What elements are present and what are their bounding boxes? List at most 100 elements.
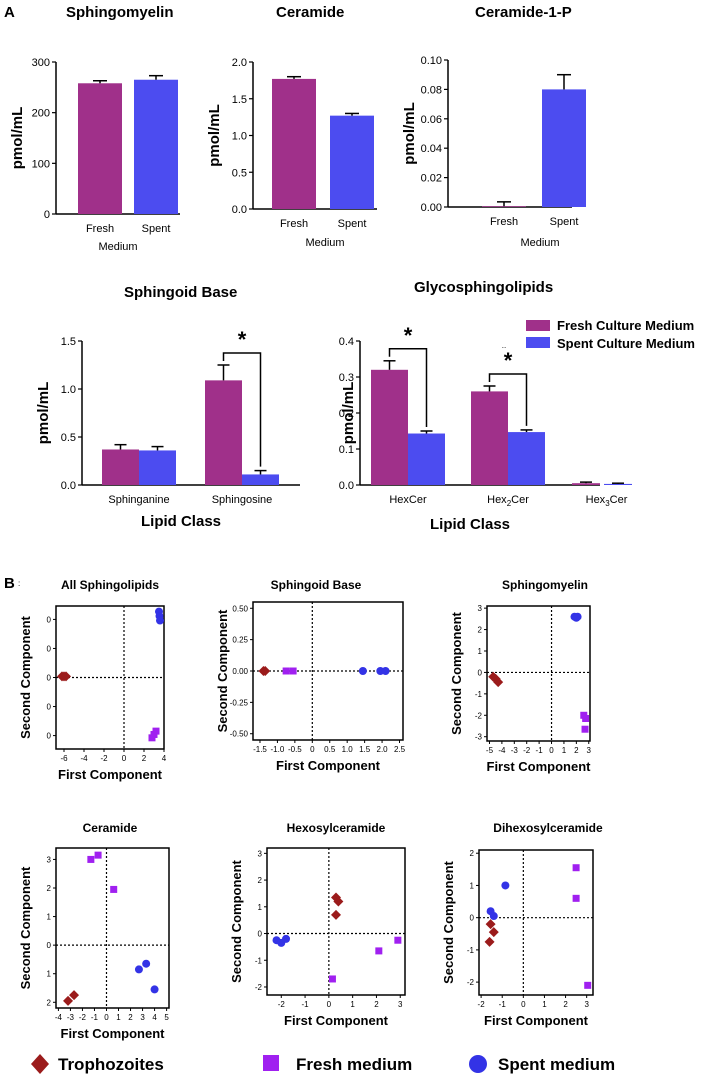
panel-label-b: B <box>4 575 15 592</box>
y-tick-label: 0.06 <box>421 114 442 126</box>
x-tick-label: 3 <box>398 1000 403 1009</box>
x-tick-label: -2 <box>523 746 531 755</box>
y-tick-label: 0.0 <box>61 480 76 492</box>
fresh-medium-point <box>375 947 383 955</box>
trophozoite-point <box>333 896 344 907</box>
pca-plot-1: Sphingoid Base-1.5 -1.0 -0.5 0 0.5 1.0 1.5 2.0 2… <box>215 578 406 773</box>
stray-mark: : <box>18 579 20 588</box>
trophozoite-point <box>331 909 341 920</box>
category-label: Fresh <box>280 218 308 230</box>
plot-frame <box>55 847 170 1009</box>
y-tick-label: 1 <box>478 647 483 656</box>
y-tick-label: 100 <box>32 158 50 170</box>
bar-chart-title: Ceramide <box>276 4 344 21</box>
y-axis-label: pmol/mL <box>9 107 26 170</box>
spent-medium-point <box>381 667 390 675</box>
y-tick-label: 2.0 <box>232 57 247 69</box>
y-tick-label: 0.00 <box>232 667 248 676</box>
x-tick-label: 3 <box>584 1000 589 1009</box>
significance-bracket <box>222 352 262 467</box>
x-tick-label: -1.0 <box>271 745 285 754</box>
significance-bracket <box>388 348 428 427</box>
x-axis-label: Lipid Class <box>430 516 510 533</box>
significance-bracket <box>488 373 528 426</box>
x-tick-label: -2 <box>100 754 108 763</box>
y-tick-label: 0 <box>47 703 52 712</box>
trophozoite-point <box>493 677 504 688</box>
y-tick-label: 0.02 <box>421 173 442 185</box>
bar-chart-0: Sphingomyelin pmol/mL 0 100 200 300 Fresh Spent… <box>9 4 180 253</box>
spent-medium-point <box>573 612 582 621</box>
x-tick-label: 0 <box>104 1013 109 1022</box>
category-label: Fresh <box>86 223 114 235</box>
trophozoite-point <box>485 919 496 930</box>
bar-chart-2: Ceramide-1-P pmol/mL 0.00 0.02 0.04 0.06 0.08 0… <box>401 4 586 249</box>
panel-label-a: A <box>4 4 15 21</box>
y-tick-label: 1 <box>258 903 263 912</box>
x-tick-label: -2 <box>478 1000 486 1009</box>
x-tick-label: 0 <box>521 1000 526 1009</box>
pca-title: Hexosylceramide <box>287 821 386 835</box>
x-axis-label: First Component <box>276 758 381 773</box>
bar-chart-3: Sphingoid Base pmol/mL 0.0 0.5 1.0 1.5 Sphinga… <box>35 284 300 530</box>
x-axis-label: First Component <box>484 1013 589 1028</box>
bar-0 <box>482 206 526 207</box>
legend-label-fresh: Fresh Culture Medium <box>557 318 694 333</box>
x-tick-label: 2.5 <box>394 745 406 754</box>
bar-chart-title: Sphingomyelin <box>66 4 174 21</box>
category-label: Spent <box>550 216 579 228</box>
y-tick-label: 0.00 <box>421 202 442 214</box>
category-label: Fresh <box>490 216 518 228</box>
x-tick-label: -4 <box>498 746 506 755</box>
pca-plot-4: Hexosylceramide -2 -1 0 1 2 3 3 2 1 0 -1 -2 First Com… <box>229 821 406 1028</box>
bar-0 <box>78 83 122 214</box>
y-tick-label: 0 <box>47 941 52 950</box>
x-tick-label: 1.0 <box>342 745 354 754</box>
fresh-medium-point <box>394 936 402 944</box>
trophozoite-point <box>484 936 495 947</box>
x-tick-label: -3 <box>511 746 519 755</box>
y-tick-label: 0 <box>47 674 52 683</box>
legend-marker-fresh-medium <box>263 1055 279 1071</box>
legend-label-trophozoites: Trophozoites <box>58 1055 164 1074</box>
y-axis-label: Second Component <box>18 615 33 738</box>
y-tick-label: 1 <box>47 970 52 979</box>
bar-1 <box>508 432 545 485</box>
bar-1 <box>134 79 178 214</box>
y-tick-label: 0.5 <box>232 167 247 179</box>
bar-1 <box>242 474 279 485</box>
x-tick-label: 3 <box>587 746 592 755</box>
plot-frame <box>486 605 591 742</box>
bar-chart-1: Ceramide pmol/mL 0.0 0.5 1.0 1.5 2.0 Fresh Spent… <box>206 4 377 249</box>
x-axis-label: First Component <box>487 759 592 774</box>
x-axis-label: First Component <box>61 1026 166 1041</box>
y-tick-label: 3 <box>258 849 263 858</box>
y-tick-label: 0.5 <box>61 432 76 444</box>
fresh-medium-point <box>328 975 336 983</box>
bar-1 <box>604 483 632 485</box>
fresh-medium-point <box>572 864 580 872</box>
y-axis-label: Second Component <box>449 611 464 734</box>
x-tick-label: 0 <box>327 1000 332 1009</box>
x-tick-label: 2.0 <box>377 745 389 754</box>
x-tick-label: 4 <box>152 1013 157 1022</box>
y-tick-label: 200 <box>32 108 50 120</box>
bar-0 <box>102 449 139 485</box>
bar-1 <box>330 115 374 209</box>
y-axis-label: pmol/mL <box>35 382 52 445</box>
x-tick-label: -1 <box>91 1013 99 1022</box>
bar-charts-layer: Sphingomyelin pmol/mL 0 100 200 300 Fresh Spent… <box>9 4 632 533</box>
bar-chart-title: Ceramide-1-P <box>475 4 572 21</box>
x-tick-label: -1 <box>302 1000 310 1009</box>
category-label: Hex2Cer <box>487 494 529 508</box>
y-tick-label: 1.5 <box>232 94 247 106</box>
y-tick-label: 0.0 <box>232 204 247 216</box>
legend-marker-spent-medium <box>469 1055 487 1073</box>
x-tick-label: 1 <box>350 1000 355 1009</box>
x-tick-label: 0 <box>310 745 315 754</box>
fresh-medium-point <box>110 885 118 893</box>
y-tick-label: -1 <box>475 690 483 699</box>
y-tick-label: 1.0 <box>232 131 247 143</box>
y-tick-label: 0 <box>47 732 52 741</box>
y-tick-label: -2 <box>475 711 483 720</box>
